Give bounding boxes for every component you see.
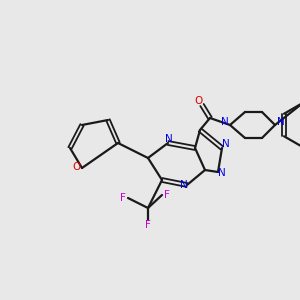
Text: N: N — [221, 117, 229, 127]
Text: N: N — [165, 134, 172, 144]
Text: N: N — [218, 169, 226, 178]
Text: O: O — [194, 96, 202, 106]
Text: N: N — [277, 117, 284, 127]
Text: F: F — [120, 193, 125, 203]
Text: N: N — [222, 140, 230, 149]
Text: F: F — [164, 190, 170, 200]
Text: F: F — [145, 220, 151, 230]
Text: O: O — [73, 162, 81, 172]
Text: N: N — [179, 180, 187, 190]
